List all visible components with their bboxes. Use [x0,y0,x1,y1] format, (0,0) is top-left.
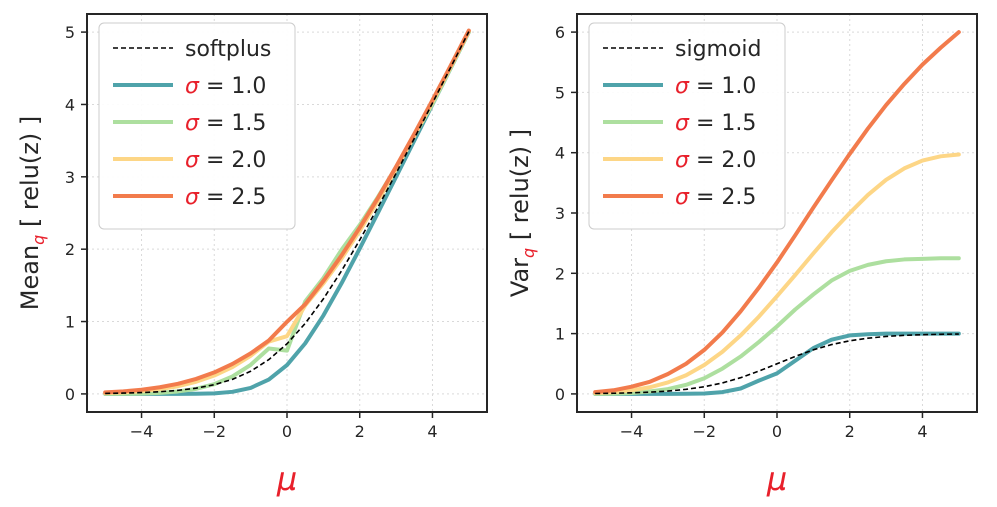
y-axis-label-prefix: Mean [16,245,44,310]
series-line-sigma-2.0 [593,152,961,395]
legend-box [98,22,296,230]
y-tick-label: 0 [555,385,565,404]
x-tick-label: −4 [620,422,644,441]
right-panel-variance: −4 −2 0 2 4 0 1 2 3 4 5 6 μ Varq [ relu(z) ] sigmoid σ … [506,13,978,498]
legend-sigma-symbol: σ [185,74,200,99]
series-lines [593,30,961,396]
series-line-sigma-1.0 [593,331,961,396]
legend-box [588,22,786,230]
legend-sigma-symbol: σ [185,185,200,210]
x-tick-label: −2 [202,422,226,441]
legend-label: σ = 1.0 [185,74,266,99]
x-axis-label: μ [766,460,787,498]
series-line-sigma-1.5 [593,256,961,396]
x-tick-label: 2 [845,422,855,441]
y-tick-label: 1 [65,313,75,332]
y-tick-label: 3 [555,204,565,223]
legend-sigma-value: = 2.0 [689,148,756,173]
legend-label: σ = 2.5 [185,185,266,210]
x-tick-label: 0 [772,422,782,441]
y-axis-label-suffix: [ relu(z) ] [16,116,44,235]
legend-sigma-value: = 1.5 [689,111,756,136]
ticks: −4 −2 0 2 4 0 1 2 3 4 5 [65,23,438,441]
x-tick-label: 4 [427,422,437,441]
y-tick-label: 2 [555,264,565,283]
y-axis-label-subscript: q [29,235,48,245]
y-tick-label: 0 [65,385,75,404]
legend-label: σ = 1.0 [675,74,756,99]
y-tick-label: 2 [65,240,75,259]
legend-label: σ = 1.5 [185,111,266,136]
y-tick-label: 5 [65,23,75,42]
y-tick-label: 4 [555,144,565,163]
y-axis-label-suffix: [ relu(z) ] [506,129,534,248]
y-tick-label: 5 [555,83,565,102]
ticks: −4 −2 0 2 4 0 1 2 3 4 5 6 [555,23,928,441]
x-tick-label: −4 [130,422,154,441]
legend-label: softplus [185,37,271,62]
series-line-sigma-2.5 [593,30,961,395]
y-axis-label-subscript: q [519,248,538,258]
legend-sigma-value: = 2.5 [689,185,756,210]
y-tick-label: 3 [65,168,75,187]
legend-sigma-symbol: σ [675,185,690,210]
x-tick-label: 2 [355,422,365,441]
legend-sigma-symbol: σ [675,74,690,99]
legend-sigma-symbol: σ [185,148,200,173]
series-line-sigma-2.5 [103,28,471,395]
y-tick-label: 6 [555,23,565,42]
y-tick-label: 4 [65,95,75,114]
y-axis-label: Meanq [ relu(z) ] [16,116,48,310]
legend-label: σ = 2.0 [675,148,756,173]
legend-sigma-value: = 1.5 [199,111,266,136]
y-axis-label-prefix: Var [506,258,534,297]
left-panel-mean: −4 −2 0 2 4 0 1 2 3 4 5 μ Meanq [ relu(z) ] softplus σ… [16,13,488,498]
legend-label: sigmoid [675,37,762,62]
legend-label: σ = 2.5 [675,185,756,210]
y-axis-label: Varq [ relu(z) ] [506,129,538,297]
legend-sigma-value: = 2.5 [199,185,266,210]
legend-sigma-value: = 1.0 [689,74,756,99]
x-axis-label: μ [276,460,297,498]
series-line-sigmoid [595,333,959,395]
series-line-softplus [105,31,470,395]
legend-sigma-value: = 2.0 [199,148,266,173]
x-tick-label: 0 [282,422,292,441]
x-tick-label: −2 [692,422,716,441]
legend-label: σ = 1.5 [675,111,756,136]
series-lines [103,28,471,396]
legend-sigma-symbol: σ [675,111,690,136]
legend-sigma-symbol: σ [185,111,200,136]
y-tick-label: 1 [555,325,565,344]
legend-sigma-value: = 1.0 [199,74,266,99]
legend-label: σ = 2.0 [185,148,266,173]
x-tick-label: 4 [917,422,927,441]
legend-sigma-symbol: σ [675,148,690,173]
